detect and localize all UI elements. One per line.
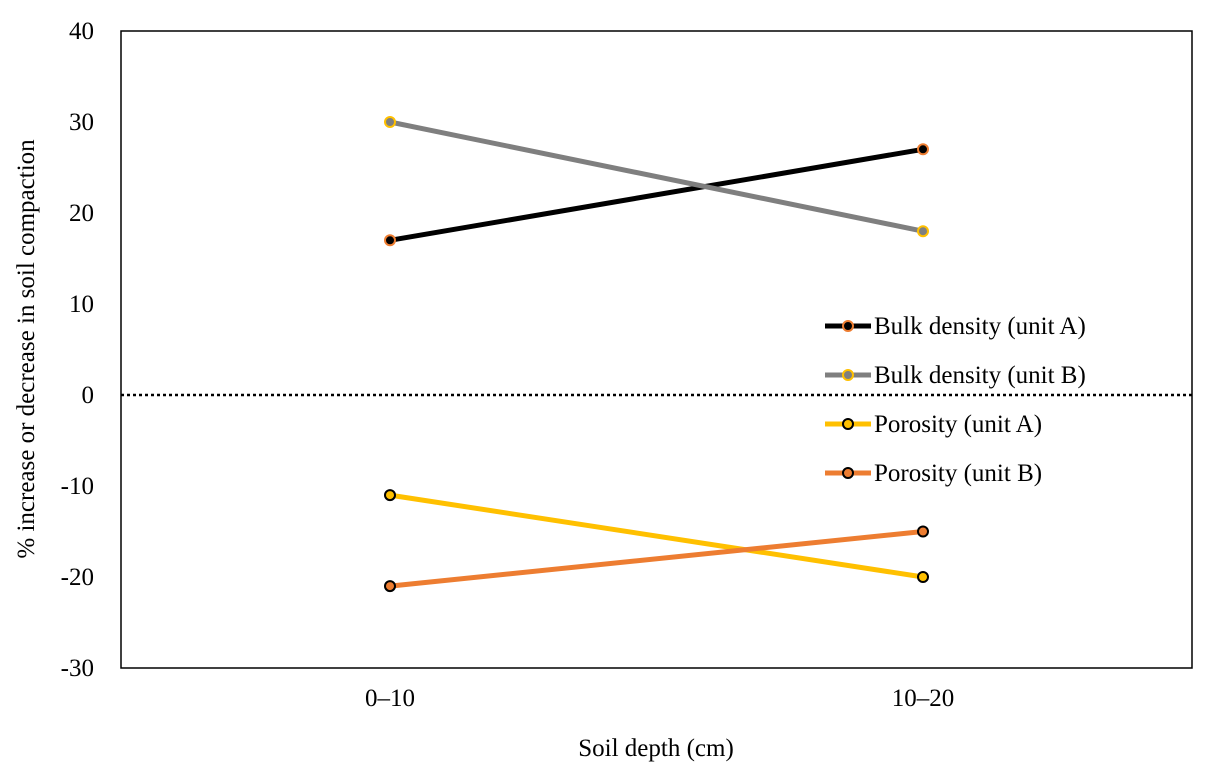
legend-item: Bulk density (unit A)	[825, 313, 1086, 340]
data-point	[917, 143, 929, 156]
legend-label: Porosity (unit A)	[874, 411, 1042, 438]
data-point	[917, 525, 929, 538]
x-tick-label: 0–10	[365, 685, 415, 712]
legend: Bulk density (unit A) Bulk density (unit …	[825, 313, 1086, 487]
legend-swatch-marker	[842, 418, 854, 430]
legend-swatch-marker	[842, 369, 854, 381]
series-line	[389, 146, 924, 243]
series-3	[384, 489, 929, 583]
y-tick-label: 10	[69, 291, 94, 318]
x-axis-ticks: 0–10 10–20	[365, 685, 954, 712]
y-tick-label: 0	[82, 382, 95, 409]
y-axis-ticks: -30 -20 -10 0 10 20 30 40	[61, 18, 94, 682]
legend-swatch-marker	[842, 467, 854, 479]
legend-swatch-marker	[842, 320, 854, 332]
data-point	[384, 580, 396, 593]
y-tick-label: -30	[61, 655, 94, 682]
x-tick-label: 10–20	[892, 685, 955, 712]
series-layer	[384, 116, 929, 593]
legend-label: Bulk density (unit A)	[874, 313, 1086, 340]
series-line	[389, 492, 924, 580]
x-axis-title: Soil depth (cm)	[578, 735, 734, 762]
y-tick-label: 40	[69, 18, 94, 45]
series-2	[384, 116, 929, 238]
data-point	[917, 225, 929, 238]
series-line	[389, 529, 924, 589]
y-tick-label: -10	[61, 473, 94, 500]
series-line	[389, 119, 924, 234]
y-tick-label: 30	[69, 109, 94, 136]
legend-label: Bulk density (unit B)	[874, 362, 1086, 389]
legend-label: Porosity (unit B)	[874, 460, 1042, 487]
legend-item: Bulk density (unit B)	[825, 362, 1086, 389]
plot-area-frame	[120, 30, 1193, 669]
y-axis-title: % increase or decrease in soil compactio…	[13, 139, 40, 559]
data-point	[384, 489, 396, 502]
y-tick-label: 20	[69, 200, 94, 227]
data-point	[384, 116, 396, 128]
series-4	[384, 525, 929, 593]
legend-item: Porosity (unit A)	[825, 411, 1042, 438]
legend-item: Porosity (unit B)	[825, 460, 1042, 487]
data-point	[384, 234, 396, 247]
series-1	[384, 143, 929, 247]
y-tick-label: -20	[61, 564, 94, 591]
data-point	[917, 571, 929, 583]
